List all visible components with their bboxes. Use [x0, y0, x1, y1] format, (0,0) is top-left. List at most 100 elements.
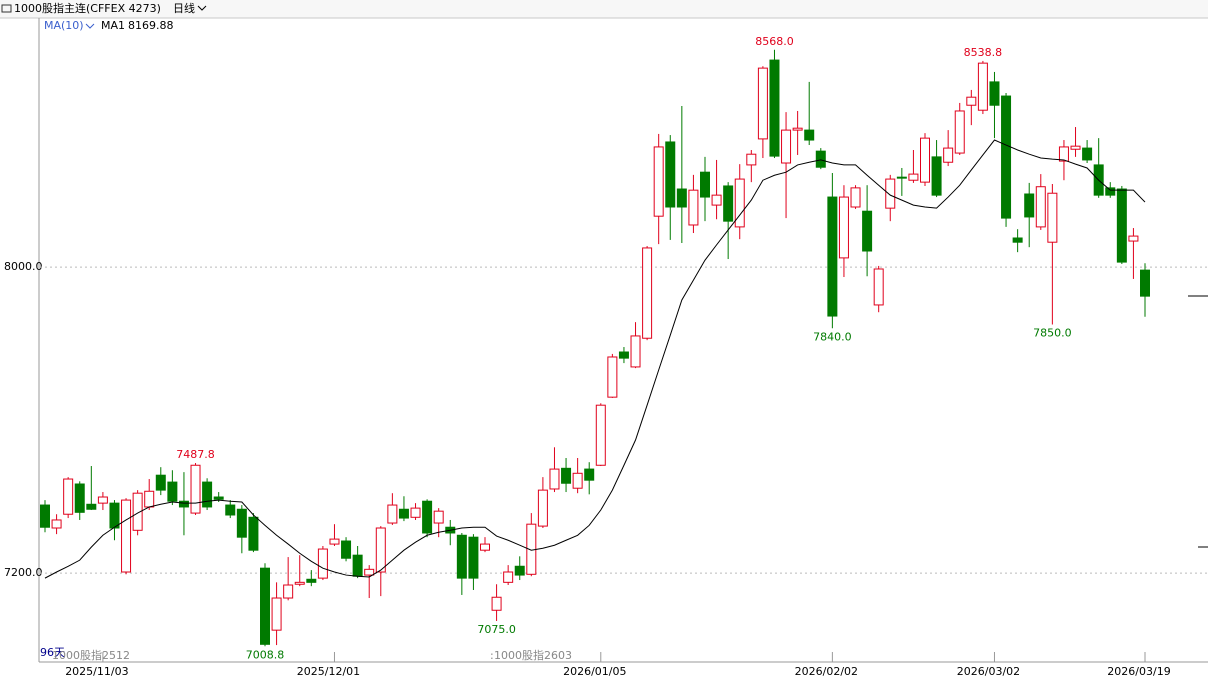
candle-body: [711, 194, 722, 206]
candle-body: [966, 96, 977, 106]
candle-body: [561, 467, 572, 484]
day-count: 96天: [40, 646, 65, 659]
candle-body: [1116, 188, 1127, 263]
candle-body: [329, 538, 340, 545]
candle-body: [398, 508, 409, 519]
x-tick-label: 2026/03/19: [1107, 665, 1170, 678]
candle-body: [572, 472, 583, 489]
candle-body: [977, 62, 988, 111]
candle-body: [260, 567, 270, 645]
candle-body: [642, 247, 653, 339]
candle-body: [1047, 192, 1058, 243]
x-tick-label: 2025/12/01: [297, 665, 360, 678]
price-annotation: 7840.0: [813, 330, 852, 343]
candle-body: [283, 584, 294, 599]
contract-marker: :: [490, 649, 494, 662]
candle-body: [1012, 237, 1023, 243]
candle-body: [364, 568, 375, 576]
candle-body: [1035, 186, 1046, 228]
candle-body: [375, 527, 386, 573]
candle-body: [202, 481, 213, 508]
candle-body: [781, 129, 792, 164]
candle-body: [341, 540, 352, 559]
candle-body: [132, 492, 143, 531]
candle-body: [433, 510, 444, 524]
candle-body: [676, 188, 687, 208]
candle-body: [931, 156, 942, 196]
candle-body: [109, 502, 120, 529]
chart-title: 1000股指主连(CFFEX 4273): [14, 1, 161, 15]
candle-body: [1070, 145, 1081, 150]
indicator-name[interactable]: MA(10): [44, 19, 84, 32]
candle-body: [514, 565, 525, 576]
contract-label: 1000股指2512: [52, 648, 130, 662]
candle-body: [584, 468, 595, 481]
candle-body: [607, 356, 618, 398]
candle-body: [1001, 95, 1012, 219]
candle-body: [989, 81, 1000, 106]
price-annotation: 8538.8: [964, 46, 1003, 59]
ma-legend-name: MA1: [101, 19, 125, 32]
candle-body: [51, 519, 62, 529]
period-selector[interactable]: 日线: [173, 1, 195, 15]
candle-body: [734, 178, 745, 228]
candle-body: [630, 335, 641, 368]
price-annotation: 7008.8: [246, 648, 285, 661]
candle-body: [480, 543, 490, 551]
candle-body: [213, 496, 224, 500]
header-icon: [1, 4, 12, 13]
price-annotation: 7850.0: [1033, 326, 1072, 339]
candle-body: [74, 483, 85, 513]
candle-body: [850, 187, 861, 208]
candle-body: [688, 189, 699, 226]
candle-body: [294, 581, 305, 585]
price-annotation: 7075.0: [477, 623, 516, 636]
candle-body: [468, 536, 479, 579]
candle-body: [144, 490, 155, 508]
candle-body: [40, 504, 50, 528]
candle-body: [873, 268, 884, 306]
candle-body: [63, 478, 74, 515]
candle-body: [317, 548, 328, 579]
header-bar: [0, 0, 1208, 18]
candle-body: [306, 578, 317, 583]
candle-body: [167, 481, 178, 502]
candle-body: [653, 146, 664, 217]
candle-body: [618, 351, 629, 359]
candle-body: [503, 571, 514, 583]
candle-body: [920, 137, 930, 183]
candle-body: [723, 185, 734, 222]
contract-label: 1000股指2603: [494, 648, 572, 662]
candle-body: [225, 504, 236, 516]
x-tick-label: 2026/03/02: [957, 665, 1020, 678]
y-tick-label: 7200.0: [4, 566, 43, 579]
candle-body: [1140, 269, 1150, 297]
candle-body: [537, 489, 548, 527]
candle-body: [271, 597, 282, 631]
candle-body: [595, 404, 606, 466]
price-annotation: 8568.0: [755, 35, 794, 48]
y-tick-label: 8000.0: [4, 260, 43, 273]
candle-body: [491, 596, 502, 611]
candle-body: [885, 178, 896, 209]
candle-body: [1105, 187, 1116, 196]
candle-body: [549, 468, 560, 490]
period-chevron[interactable]: [197, 5, 207, 11]
candle-body: [190, 464, 201, 514]
candle-body: [792, 127, 803, 131]
candle-body: [236, 508, 247, 538]
candle-body: [862, 210, 873, 252]
candle-body: [665, 141, 676, 208]
candle-body: [769, 59, 780, 157]
indicator-chevron[interactable]: [85, 23, 95, 29]
candle-body: [155, 474, 166, 491]
candle-body: [908, 173, 919, 181]
candle-body: [954, 110, 965, 154]
candle-body: [248, 516, 259, 551]
candle-body: [943, 147, 954, 163]
candle-body: [815, 150, 826, 168]
candle-body: [1058, 146, 1069, 162]
candle-body: [1128, 235, 1139, 242]
